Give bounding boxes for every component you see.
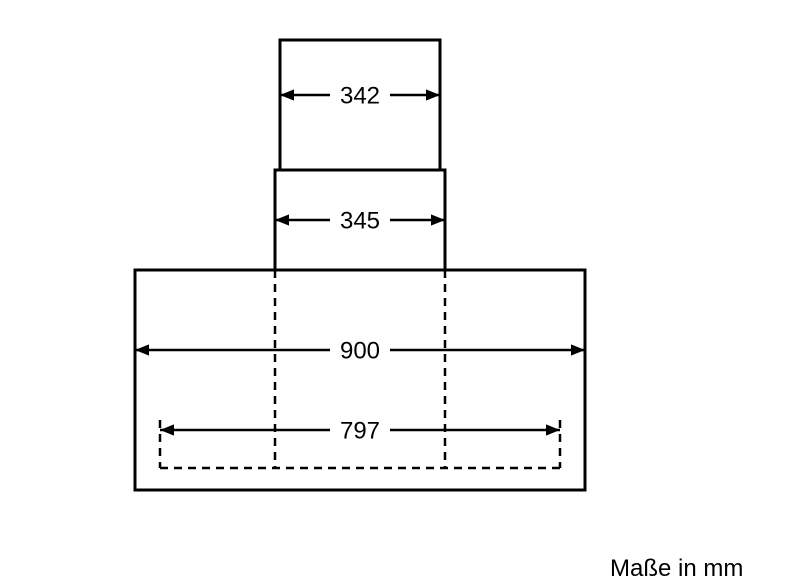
units-caption: Maße in mm (610, 555, 743, 583)
dimension-342: 342 (280, 78, 440, 109)
dimension-label: 900 (340, 337, 380, 364)
bottom-section (135, 270, 585, 490)
dimension-345: 345 (275, 203, 445, 234)
dimension-label: 342 (340, 82, 380, 109)
dimension-diagram: 342 345 900 797 (0, 0, 786, 587)
dimensions: 342 345 900 797 (135, 78, 585, 444)
dimension-label: 345 (340, 207, 380, 234)
dimension-label: 797 (340, 417, 380, 444)
dimension-797: 797 (160, 413, 560, 444)
dimension-900: 900 (135, 333, 585, 364)
